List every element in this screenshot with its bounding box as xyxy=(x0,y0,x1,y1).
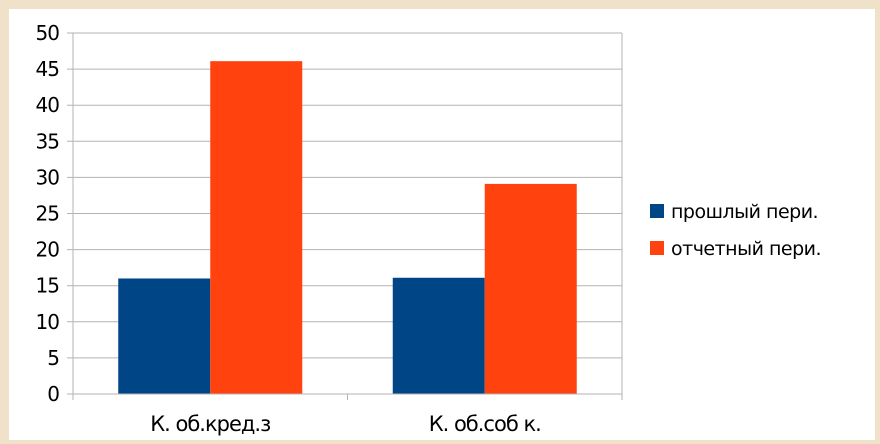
legend-swatch xyxy=(650,204,664,218)
y-tick-label: 30 xyxy=(36,165,60,189)
axes xyxy=(67,33,623,400)
legend-label: отчетный пери. xyxy=(671,238,821,260)
y-tick-label: 15 xyxy=(36,274,59,298)
y-tick-label: 25 xyxy=(36,202,59,226)
y-tick-label: 0 xyxy=(47,382,59,406)
x-axis-labels: К. об.кред.з К. об.соб к. xyxy=(150,412,542,436)
y-tick-label: 5 xyxy=(47,346,59,370)
y-tick-label: 40 xyxy=(36,93,60,117)
y-tick-label: 50 xyxy=(36,21,60,45)
bar-previous-2 xyxy=(392,277,485,394)
bars xyxy=(118,61,577,395)
y-tick-label: 45 xyxy=(36,57,59,81)
bar-current-1 xyxy=(210,61,303,395)
bar-previous-1 xyxy=(118,278,211,394)
legend: прошлый пери. отчетный пери. xyxy=(650,201,822,260)
x-category-label: К. об.кред.з xyxy=(150,412,270,436)
x-category-label: К. об.соб к. xyxy=(429,412,541,436)
legend-label: прошлый пери. xyxy=(671,201,818,223)
y-tick-label: 10 xyxy=(36,310,60,334)
y-axis-ticks: 0 5 10 15 20 25 30 35 40 45 50 xyxy=(36,21,61,406)
legend-swatch xyxy=(650,241,664,255)
bar-current-2 xyxy=(484,183,577,394)
y-tick-label: 20 xyxy=(36,238,60,262)
y-tick-label: 35 xyxy=(36,129,59,153)
